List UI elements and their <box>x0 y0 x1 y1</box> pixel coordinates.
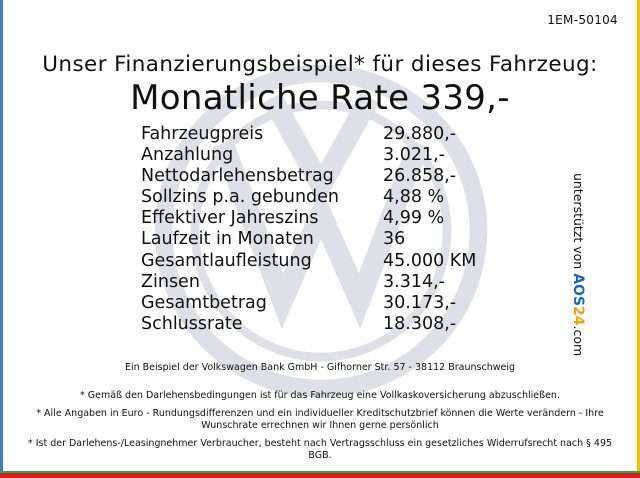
finance-row-label: Zinsen <box>141 271 200 292</box>
finance-row-value: 26.858,- <box>383 166 457 187</box>
sponsor-prefix: unterstützt von <box>571 173 586 274</box>
finance-row-label: Fahrzeugpreis <box>141 124 264 144</box>
watermark-ring <box>154 64 488 398</box>
watermark-vw-letters <box>213 92 429 329</box>
finance-row-value: 3.314,- <box>383 271 445 292</box>
footnotes: * Gemäß den Darlehensbedingungen ist für… <box>20 390 620 468</box>
headline: Unser Finanzierungsbeispiel* für dieses … <box>42 52 598 77</box>
watermark-inner-ring <box>190 100 452 362</box>
finance-row-value: 45.000 KM <box>383 250 477 271</box>
sponsor-brand: AOS24 <box>570 273 586 325</box>
bottom-color-edge <box>0 473 640 478</box>
finance-row-value: 4,99 % <box>383 208 445 229</box>
finance-row-label: Effektiver Jahreszins <box>141 208 319 229</box>
bank-example-line: Ein Beispiel der Volkswagen Bank GmbH - … <box>124 362 515 373</box>
footnote-amounts: * Alle Angaben in Euro - Rundungsdiffere… <box>36 407 604 432</box>
right-color-edge <box>637 0 640 478</box>
sponsor-brand-b: 24 <box>570 306 586 326</box>
finance-row-label: Nettodarlehensbetrag <box>141 166 334 187</box>
finance-row-label: Schlussrate <box>141 313 243 334</box>
sponsor-vertical-text: unterstützt von AOS24.com <box>568 173 588 356</box>
reference-number: 1EM-50104 <box>547 13 618 27</box>
finance-row-label: Gesamtlaufleistung <box>141 250 312 271</box>
finance-row-value: 29.880,- <box>383 124 457 144</box>
finance-row-label: Anzahlung <box>141 145 234 166</box>
sponsor-brand-a: AOS <box>570 273 586 307</box>
left-color-edge <box>0 0 3 478</box>
finance-row-label: Sollzins p.a. gebunden <box>141 187 340 208</box>
footnote-withdrawal: * Ist der Darlehens-/Leasingnehmer Verbr… <box>27 437 613 462</box>
finance-row-label: Laufzeit in Monaten <box>141 229 314 250</box>
finance-row-value: 36 <box>383 229 406 250</box>
finance-row-value: 3.021,- <box>383 145 445 166</box>
vw-logo-watermark-icon <box>154 64 488 398</box>
footnote-insurance: * Gemäß den Darlehensbedingungen ist für… <box>80 390 560 401</box>
bottom-green-edge <box>0 471 640 473</box>
sponsor-suffix: .com <box>571 325 586 357</box>
monthly-rate: Monatliche Rate 339,- <box>130 78 510 118</box>
finance-row-value: 30.173,- <box>383 292 457 313</box>
finance-row-value: 18.308,- <box>383 313 457 334</box>
finance-row-label: Gesamtbetrag <box>141 292 267 313</box>
finance-row-value: 4,88 % <box>383 187 445 208</box>
